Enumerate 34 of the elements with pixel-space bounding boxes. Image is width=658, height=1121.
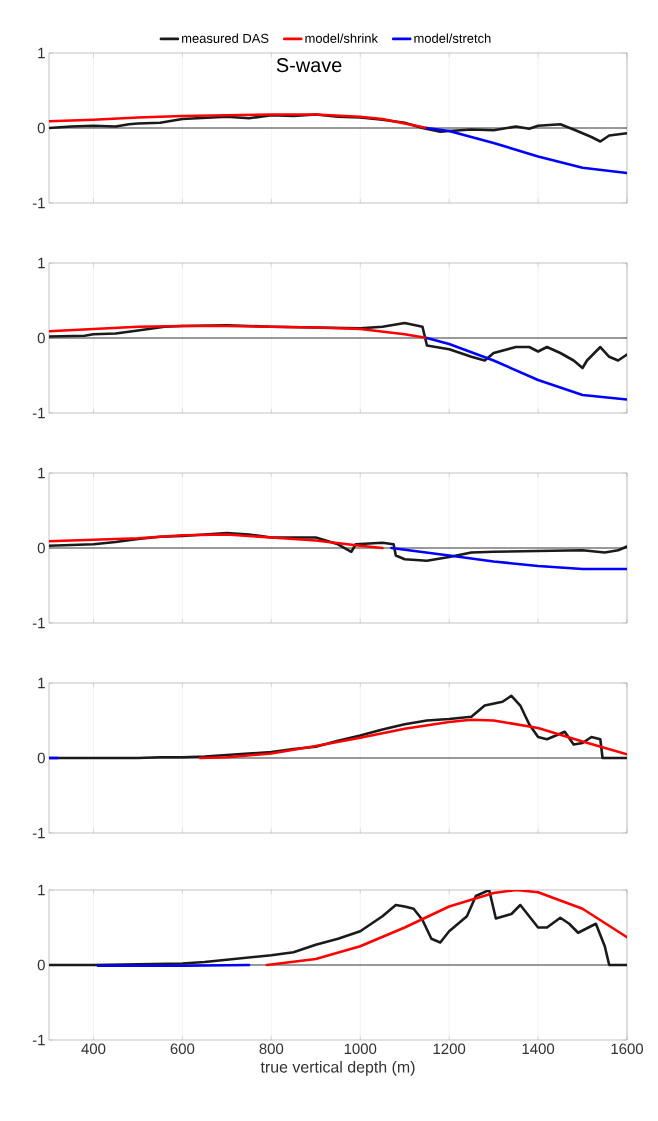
y-tick-label: -1 bbox=[32, 827, 45, 839]
x-tick-label: 1600 bbox=[611, 1043, 644, 1055]
y-tick-label: 0 bbox=[37, 332, 45, 344]
x-axis-title: true vertical depth (m) bbox=[260, 1060, 415, 1076]
y-tick-label: 0 bbox=[37, 752, 45, 764]
line-series bbox=[49, 324, 429, 340]
legend-label: model/stretch bbox=[414, 33, 491, 43]
chart-title: S-wave bbox=[276, 58, 342, 73]
legend-label: model/shrink bbox=[305, 33, 378, 43]
line-series bbox=[198, 718, 627, 760]
y-tick-label: -1 bbox=[32, 1034, 45, 1046]
x-tick-label: 1400 bbox=[522, 1043, 555, 1055]
y-tick-label: 0 bbox=[37, 959, 45, 971]
y-tick-label: -1 bbox=[32, 407, 45, 419]
y-tick-label: 0 bbox=[37, 122, 45, 134]
y-tick-label: 0 bbox=[37, 542, 45, 554]
y-tick-label: 1 bbox=[38, 467, 45, 479]
x-tick-label: 600 bbox=[170, 1043, 195, 1055]
y-tick-label: 1 bbox=[38, 47, 45, 59]
y-tick-label: 1 bbox=[38, 257, 45, 269]
line-series bbox=[265, 890, 627, 967]
y-tick-label: 1 bbox=[38, 884, 45, 896]
y-tick-label: -1 bbox=[32, 197, 45, 209]
x-tick-label: 1000 bbox=[344, 1043, 377, 1055]
line-series bbox=[425, 336, 627, 401]
x-tick-label: 400 bbox=[81, 1043, 106, 1055]
x-tick-label: 1200 bbox=[433, 1043, 466, 1055]
y-tick-label: 1 bbox=[38, 677, 45, 689]
line-series bbox=[425, 126, 627, 175]
line-series bbox=[390, 546, 627, 571]
y-tick-label: -1 bbox=[32, 617, 45, 629]
legend-label: measured DAS bbox=[182, 33, 269, 43]
line-series bbox=[49, 533, 384, 550]
x-tick-label: 800 bbox=[259, 1043, 284, 1055]
